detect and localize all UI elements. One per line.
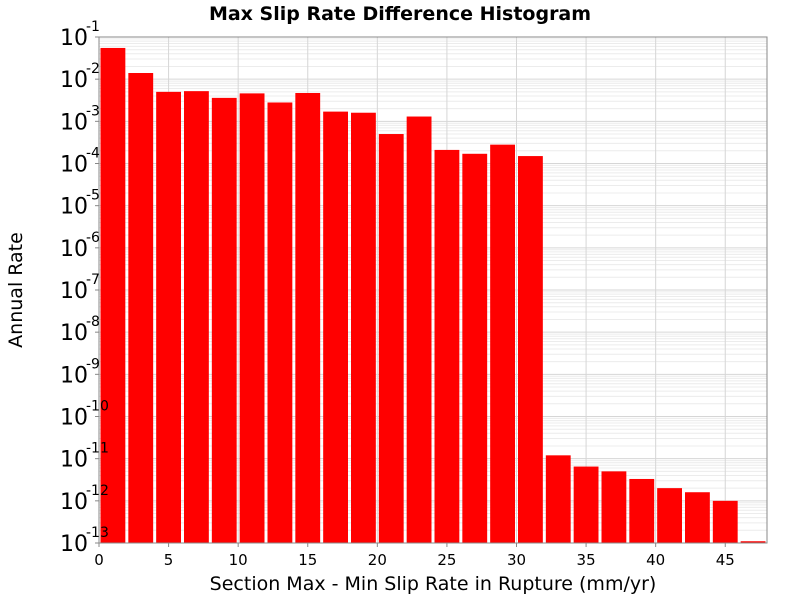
- y-tick-base: 10: [60, 490, 88, 515]
- x-axis-ticks: 0 5 10 15 20 25 30 35 40 45: [94, 543, 735, 569]
- y-tick-label: 10-4: [60, 146, 100, 178]
- y-tick-base: 10: [60, 195, 88, 220]
- x-tick-label: 45: [716, 551, 735, 569]
- histogram-bar: [323, 111, 348, 543]
- y-tick-exponent: -10: [86, 399, 109, 415]
- histogram-bar: [657, 488, 682, 543]
- y-tick-exponent: -11: [86, 441, 109, 457]
- y-tick-label: 10-13: [60, 525, 109, 557]
- y-tick-exponent: -4: [86, 146, 100, 162]
- histogram-bar: [267, 102, 293, 543]
- x-tick-label: 30: [507, 551, 526, 569]
- y-axis-ticks: 10-110-210-310-410-510-610-710-810-910-1…: [60, 19, 109, 557]
- y-tick-label: 10-10: [60, 399, 109, 431]
- y-tick-label: 10-11: [60, 441, 109, 473]
- histogram-bar: [545, 455, 571, 543]
- histogram-bar: [685, 492, 710, 543]
- x-tick-label: 40: [646, 551, 665, 569]
- y-tick-label: 10-2: [60, 61, 100, 93]
- chart-title: Max Slip Rate Difference Histogram: [209, 3, 591, 25]
- y-tick-base: 10: [60, 406, 88, 431]
- y-tick-label: 10-7: [60, 272, 100, 304]
- y-tick-base: 10: [60, 237, 88, 262]
- x-tick-label: 10: [229, 551, 248, 569]
- x-tick-label: 35: [577, 551, 596, 569]
- histogram-bar: [712, 500, 738, 543]
- bars: [100, 47, 766, 544]
- y-tick-label: 10-3: [60, 103, 100, 135]
- histogram-bar: [239, 93, 265, 543]
- y-tick-base: 10: [60, 532, 88, 557]
- y-tick-base: 10: [60, 363, 88, 388]
- x-tick-label: 25: [437, 551, 456, 569]
- y-axis-label: Annual Rate: [5, 232, 27, 348]
- y-tick-label: 10-9: [60, 356, 100, 388]
- y-tick-exponent: -7: [86, 272, 100, 288]
- histogram-bar: [100, 47, 126, 544]
- y-tick-exponent: -9: [86, 356, 100, 372]
- histogram-bar: [378, 134, 404, 543]
- histogram-bar: [601, 471, 627, 543]
- x-tick-label: 0: [94, 551, 104, 569]
- histogram-bar: [211, 97, 237, 543]
- histogram-bar: [156, 91, 181, 543]
- histogram-bar: [573, 466, 599, 543]
- y-tick-label: 10-8: [60, 314, 100, 346]
- histogram-bar: [351, 112, 376, 544]
- plot-area: [98, 36, 768, 544]
- y-tick-exponent: -5: [86, 188, 100, 204]
- y-tick-exponent: -2: [86, 61, 100, 77]
- x-tick-label: 15: [298, 551, 317, 569]
- histogram-bar: [128, 73, 154, 543]
- x-tick-label: 5: [164, 551, 174, 569]
- x-axis-label: Section Max - Min Slip Rate in Rupture (…: [210, 573, 657, 595]
- y-tick-label: 10-12: [60, 483, 109, 515]
- y-tick-exponent: -12: [86, 483, 109, 499]
- histogram-bar: [462, 153, 488, 544]
- y-tick-base: 10: [60, 26, 88, 51]
- y-tick-exponent: -3: [86, 103, 100, 119]
- histogram-bar: [434, 149, 460, 543]
- y-tick-base: 10: [60, 68, 88, 93]
- histogram-bar: [518, 156, 543, 543]
- y-tick-exponent: -13: [86, 525, 109, 541]
- histogram-bar: [629, 478, 655, 543]
- y-tick-base: 10: [60, 279, 88, 304]
- x-tick-label: 20: [368, 551, 387, 569]
- histogram-bar: [740, 541, 766, 543]
- histogram-bar: [406, 116, 432, 544]
- grid-lines: [99, 37, 767, 544]
- y-tick-label: 10-1: [60, 19, 100, 51]
- histogram-bar: [295, 92, 321, 543]
- y-tick-label: 10-6: [60, 230, 100, 262]
- y-tick-exponent: -6: [86, 230, 100, 246]
- y-tick-label: 10-5: [60, 188, 100, 220]
- y-tick-base: 10: [60, 321, 88, 346]
- y-tick-exponent: -1: [86, 19, 100, 35]
- y-tick-base: 10: [60, 153, 88, 178]
- histogram-bar: [184, 91, 209, 544]
- y-tick-base: 10: [60, 110, 88, 135]
- y-tick-exponent: -8: [86, 314, 100, 330]
- y-tick-base: 10: [60, 448, 88, 473]
- histogram-bar: [490, 144, 515, 543]
